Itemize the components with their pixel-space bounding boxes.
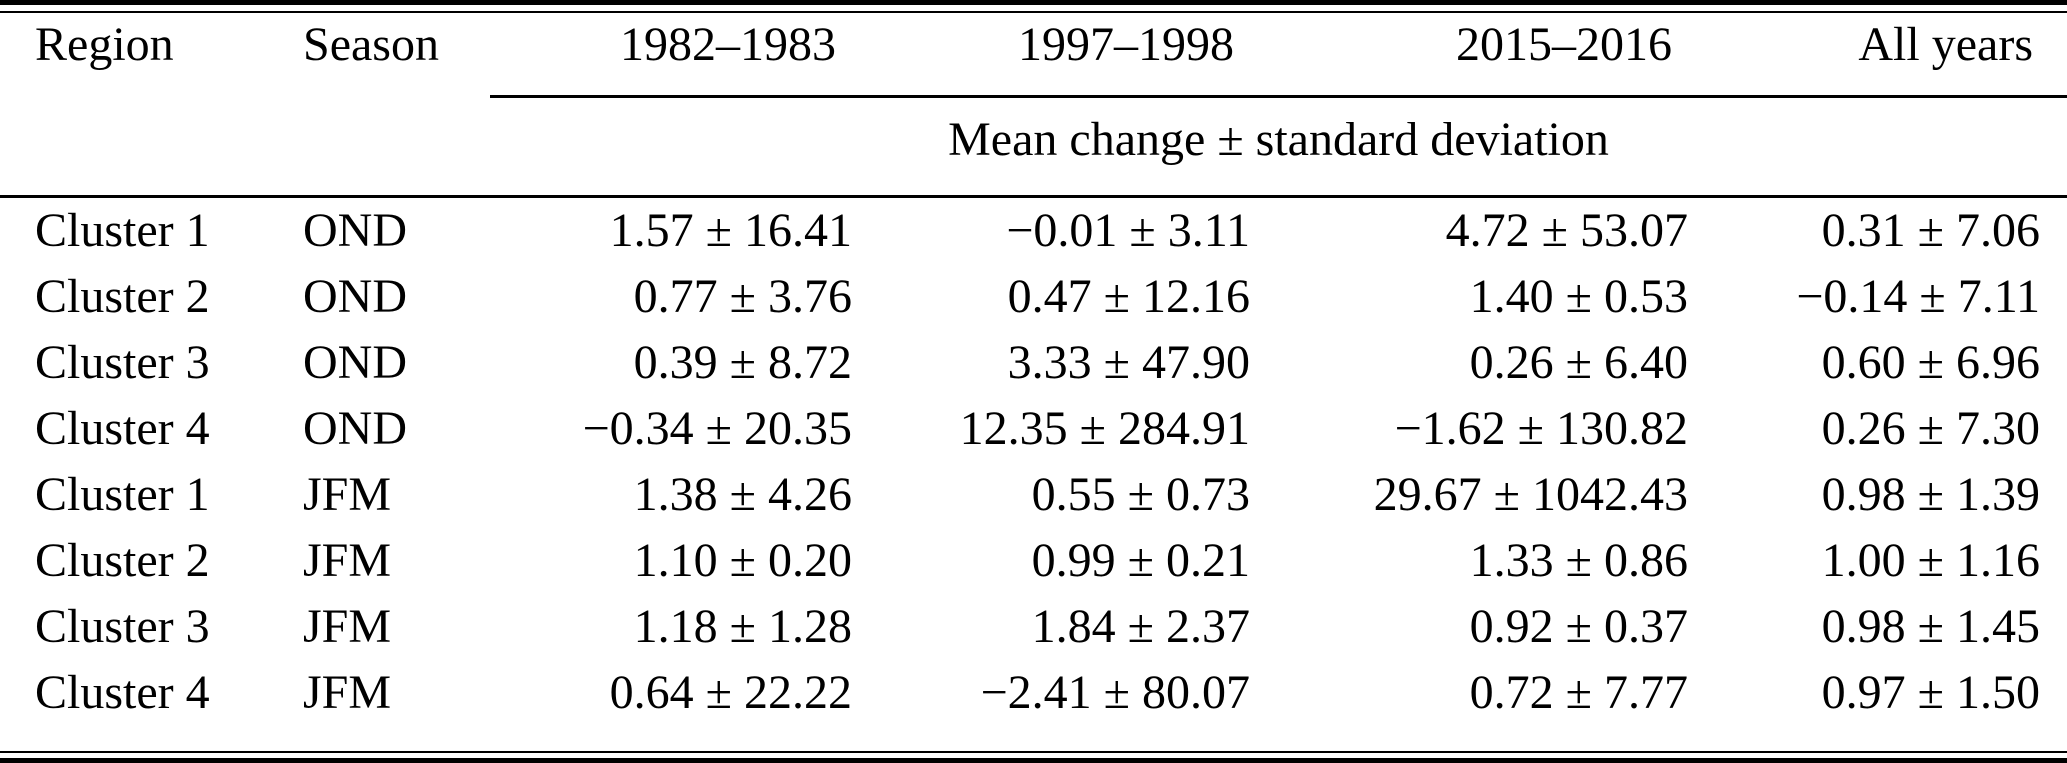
season-cell: OND	[303, 270, 407, 323]
value-1982-1983: 1.38 ± 4.26	[633, 468, 852, 521]
table-row: Cluster 3 JFM 1.18 ± 1.28 1.84 ± 2.37 0.…	[0, 594, 2067, 660]
value-all-years: 1.00 ± 1.16	[1821, 534, 2040, 587]
table-body: Cluster 1 OND 1.57 ± 16.41 −0.01 ± 3.11 …	[0, 197, 2067, 727]
table-row: Cluster 2 JFM 1.10 ± 0.20 0.99 ± 0.21 1.…	[0, 528, 2067, 594]
value-1982-1983: 0.77 ± 3.76	[633, 270, 852, 323]
value-1982-1983: 0.64 ± 22.22	[609, 666, 852, 719]
column-header-1982-1983: 1982–1983	[490, 13, 862, 98]
table-row: Cluster 1 JFM 1.38 ± 4.26 0.55 ± 0.73 29…	[0, 462, 2067, 528]
value-1997-1998: −0.01 ± 3.11	[1006, 204, 1250, 257]
value-1997-1998: 3.33 ± 47.90	[1007, 336, 1250, 389]
value-all-years: −0.14 ± 7.11	[1796, 270, 2040, 323]
region-cell: Cluster 3	[35, 600, 210, 653]
column-header-region: Region	[35, 18, 174, 71]
value-2015-2016: 29.67 ± 1042.43	[1373, 468, 1688, 521]
value-1997-1998: 12.35 ± 284.91	[959, 402, 1250, 455]
value-1997-1998: −2.41 ± 80.07	[980, 666, 1250, 719]
column-header-2015-2016: 2015–2016	[1260, 13, 1698, 98]
value-all-years: 0.31 ± 7.06	[1821, 204, 2040, 257]
season-cell: JFM	[303, 468, 392, 521]
season-cell: JFM	[303, 666, 392, 719]
stats-table: Region Season 1982–1983 1997–1998 2015–2…	[0, 13, 2067, 726]
table-row: Cluster 1 OND 1.57 ± 16.41 −0.01 ± 3.11 …	[0, 197, 2067, 265]
season-cell: OND	[303, 204, 407, 257]
region-cell: Cluster 1	[35, 468, 210, 521]
value-1997-1998: 0.47 ± 12.16	[1007, 270, 1250, 323]
value-all-years: 0.60 ± 6.96	[1821, 336, 2040, 389]
value-all-years: 0.26 ± 7.30	[1821, 402, 2040, 455]
bottom-double-rule	[0, 751, 2067, 763]
region-cell: Cluster 3	[35, 336, 210, 389]
region-cell: Cluster 4	[35, 402, 210, 455]
top-double-rule	[0, 0, 2067, 13]
value-1982-1983: −0.34 ± 20.35	[582, 402, 852, 455]
region-cell: Cluster 2	[35, 270, 210, 323]
table-row: Cluster 3 OND 0.39 ± 8.72 3.33 ± 47.90 0…	[0, 330, 2067, 396]
column-header-all-years: All years	[1698, 13, 2067, 98]
value-all-years: 0.98 ± 1.39	[1821, 468, 2040, 521]
value-1982-1983: 1.18 ± 1.28	[633, 600, 852, 653]
value-2015-2016: 0.92 ± 0.37	[1469, 600, 1688, 653]
subheader-row: Mean change ± standard deviation	[0, 96, 2067, 198]
value-2015-2016: 4.72 ± 53.07	[1445, 204, 1688, 257]
column-header-season: Season	[303, 18, 439, 71]
region-cell: Cluster 4	[35, 666, 210, 719]
season-cell: OND	[303, 336, 407, 389]
value-1997-1998: 0.99 ± 0.21	[1031, 534, 1250, 587]
value-1982-1983: 1.57 ± 16.41	[609, 204, 852, 257]
subheader-mean-change: Mean change ± standard deviation	[490, 96, 2067, 198]
value-all-years: 0.98 ± 1.45	[1821, 600, 2040, 653]
season-cell: JFM	[303, 600, 392, 653]
table-row: Cluster 2 OND 0.77 ± 3.76 0.47 ± 12.16 1…	[0, 264, 2067, 330]
season-cell: OND	[303, 402, 407, 455]
subheader-spacer-cell	[0, 96, 490, 198]
value-1982-1983: 0.39 ± 8.72	[633, 336, 852, 389]
value-1997-1998: 0.55 ± 0.73	[1031, 468, 1250, 521]
table-row: Cluster 4 OND −0.34 ± 20.35 12.35 ± 284.…	[0, 396, 2067, 462]
value-2015-2016: 1.40 ± 0.53	[1469, 270, 1688, 323]
table-row: Cluster 4 JFM 0.64 ± 22.22 −2.41 ± 80.07…	[0, 660, 2067, 726]
value-2015-2016: 0.26 ± 6.40	[1469, 336, 1688, 389]
value-1982-1983: 1.10 ± 0.20	[633, 534, 852, 587]
value-1997-1998: 1.84 ± 2.37	[1031, 600, 1250, 653]
value-all-years: 0.97 ± 1.50	[1821, 666, 2040, 719]
value-2015-2016: 1.33 ± 0.86	[1469, 534, 1688, 587]
header-row: Region Season 1982–1983 1997–1998 2015–2…	[0, 13, 2067, 98]
value-2015-2016: 0.72 ± 7.77	[1469, 666, 1688, 719]
table-header: Region Season 1982–1983 1997–1998 2015–2…	[0, 13, 2067, 198]
column-header-1997-1998: 1997–1998	[862, 13, 1260, 98]
region-cell: Cluster 1	[35, 204, 210, 257]
season-cell: JFM	[303, 534, 392, 587]
value-2015-2016: −1.62 ± 130.82	[1394, 402, 1688, 455]
region-cell: Cluster 2	[35, 534, 210, 587]
